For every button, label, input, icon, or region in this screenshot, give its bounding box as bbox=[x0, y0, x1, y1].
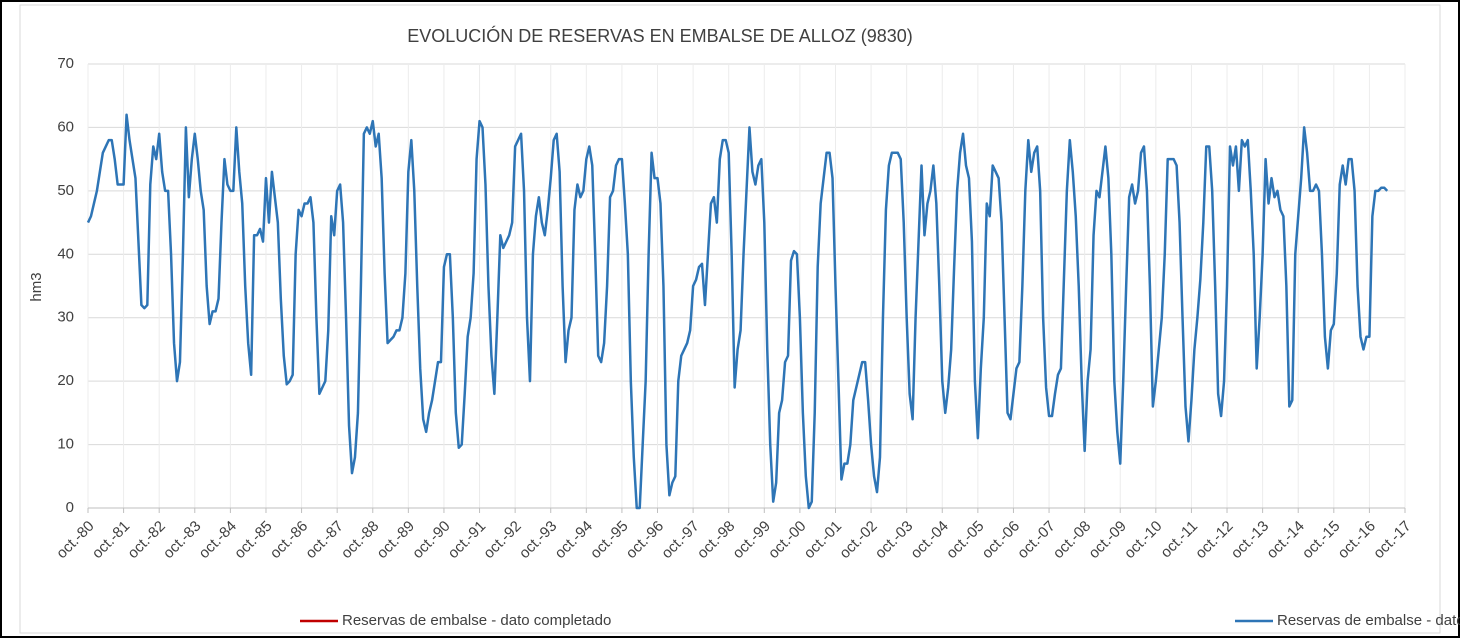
y-tick-label: 0 bbox=[66, 499, 74, 516]
legend-label: Reservas de embalse - dato completado bbox=[342, 612, 611, 629]
legend-label: Reservas de embalse - dato medido bbox=[1277, 612, 1460, 629]
series-line bbox=[86, 113, 1389, 510]
chart-title: EVOLUCIÓN DE RESERVAS EN EMBALSE DE ALLO… bbox=[407, 25, 913, 46]
y-tick-label: 40 bbox=[57, 245, 74, 262]
y-tick-label: 60 bbox=[57, 118, 74, 135]
y-axis-label: hm3 bbox=[28, 272, 45, 301]
chart-area bbox=[19, 4, 1441, 634]
y-tick-label: 50 bbox=[57, 182, 74, 199]
y-tick-label: 20 bbox=[57, 372, 74, 389]
y-tick-label: 30 bbox=[57, 309, 74, 326]
y-tick-label: 70 bbox=[57, 55, 74, 72]
y-tick-label: 10 bbox=[57, 436, 74, 453]
